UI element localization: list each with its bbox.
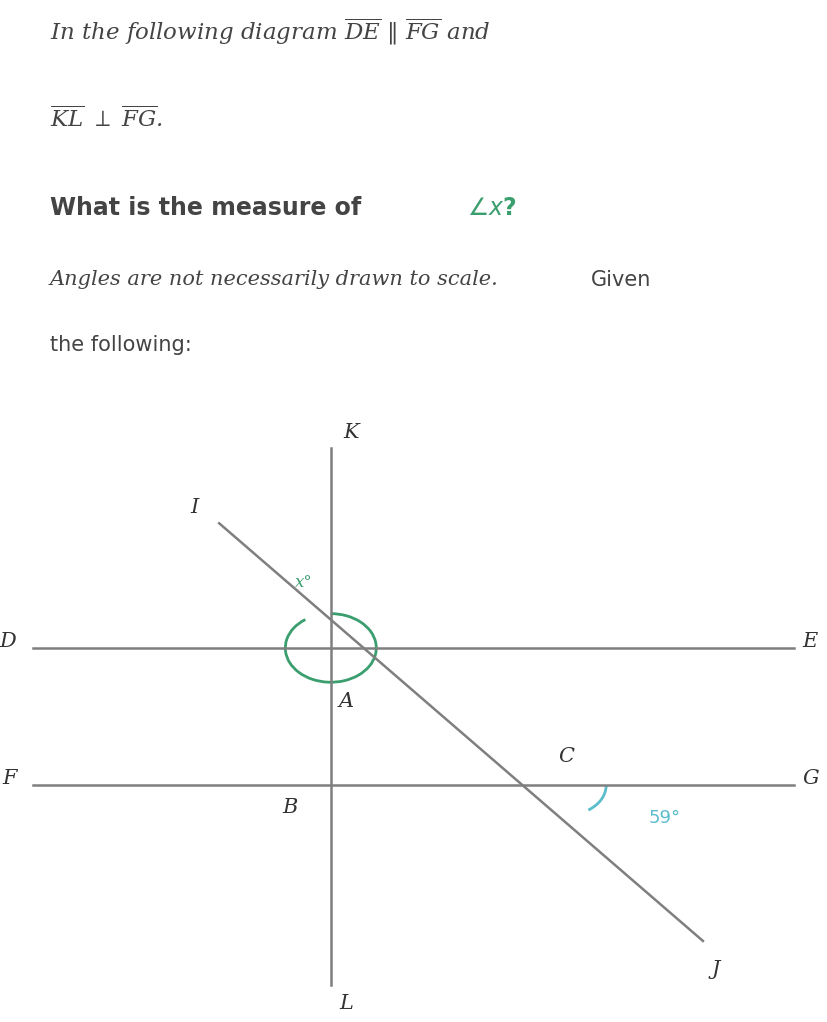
Text: C: C: [558, 747, 574, 766]
Text: F: F: [2, 770, 17, 788]
Text: $\overline{KL}\ \perp\ \overline{FG}$.: $\overline{KL}\ \perp\ \overline{FG}$.: [50, 106, 163, 132]
Text: G: G: [802, 770, 819, 788]
Text: K: K: [343, 423, 359, 443]
Text: Given: Given: [591, 270, 652, 290]
Text: A: A: [339, 692, 354, 710]
Text: I: I: [190, 498, 198, 517]
Text: the following:: the following:: [50, 335, 191, 356]
Text: L: L: [339, 994, 353, 1013]
Text: x°: x°: [295, 574, 313, 591]
Text: Angles are not necessarily drawn to scale.: Angles are not necessarily drawn to scal…: [50, 270, 499, 289]
Text: What is the measure of: What is the measure of: [50, 196, 369, 220]
Text: E: E: [802, 633, 817, 651]
Text: J: J: [711, 960, 719, 979]
Text: In the following diagram $\overline{DE}\ \|\ \overline{FG}$ and: In the following diagram $\overline{DE}\…: [50, 16, 490, 47]
Text: D: D: [0, 633, 17, 651]
Text: 59°: 59°: [649, 809, 681, 828]
Text: B: B: [282, 797, 298, 817]
Text: $\angle x$?: $\angle x$?: [467, 196, 517, 220]
